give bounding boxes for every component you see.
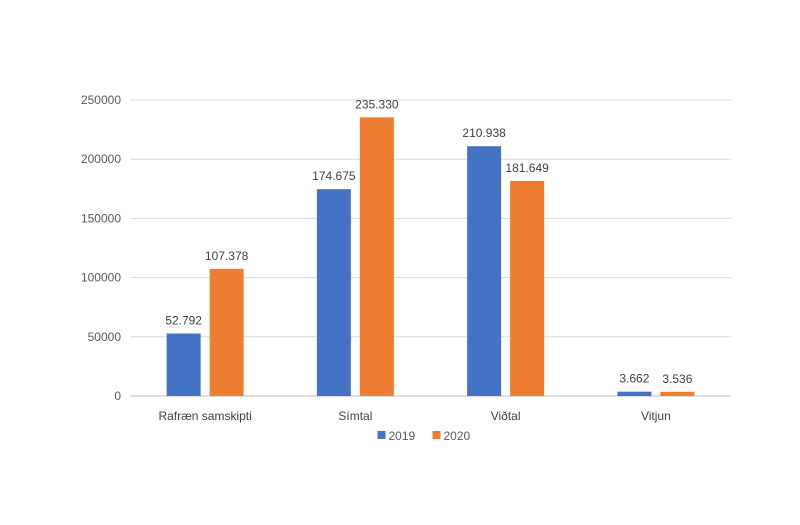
x-tick-label: Rafræn samskipti	[158, 409, 251, 423]
data-label: 210.938	[462, 126, 506, 140]
y-tick-label: 100000	[81, 271, 121, 285]
data-label: 107.378	[205, 249, 249, 263]
legend-swatch	[432, 431, 441, 439]
data-label: 3.662	[619, 372, 649, 386]
legend-label: 2019	[389, 429, 416, 443]
data-label: 52.792	[165, 313, 202, 327]
y-tick-label: 200000	[81, 152, 121, 166]
y-tick-label: 150000	[81, 211, 121, 225]
data-label: 235.330	[355, 97, 399, 111]
legend: 2019 2020	[377, 429, 471, 443]
bar-2020	[660, 391, 695, 396]
data-label: 181.649	[505, 161, 549, 175]
bars	[166, 117, 695, 397]
x-tick-label: Vitjun	[641, 409, 671, 423]
bar-2019	[316, 189, 351, 396]
bar-2020	[510, 180, 545, 396]
bar-2019	[166, 333, 201, 396]
data-label: 3.536	[662, 372, 692, 386]
legend-swatch	[377, 431, 386, 439]
bar-2019	[617, 391, 652, 396]
y-tick-label: 0	[114, 389, 121, 403]
y-tick-label: 50000	[88, 330, 122, 344]
y-tick-label: 250000	[81, 93, 121, 107]
bar-2019	[467, 146, 502, 396]
legend-label: 2020	[444, 429, 471, 443]
x-tick-label: Viðtal	[491, 409, 521, 423]
bar-2020	[359, 117, 394, 397]
data-label: 174.675	[312, 169, 356, 183]
x-axis: Rafræn samskipti Símtal Viðtal Vitjun	[158, 409, 670, 423]
y-axis: 0 50000 100000 150000 200000 250000	[81, 93, 121, 403]
bar-2020	[209, 268, 244, 396]
data-labels: 52.792 107.378 174.675 235.330 210.938 181.64…	[165, 97, 692, 385]
x-tick-label: Símtal	[338, 409, 372, 423]
